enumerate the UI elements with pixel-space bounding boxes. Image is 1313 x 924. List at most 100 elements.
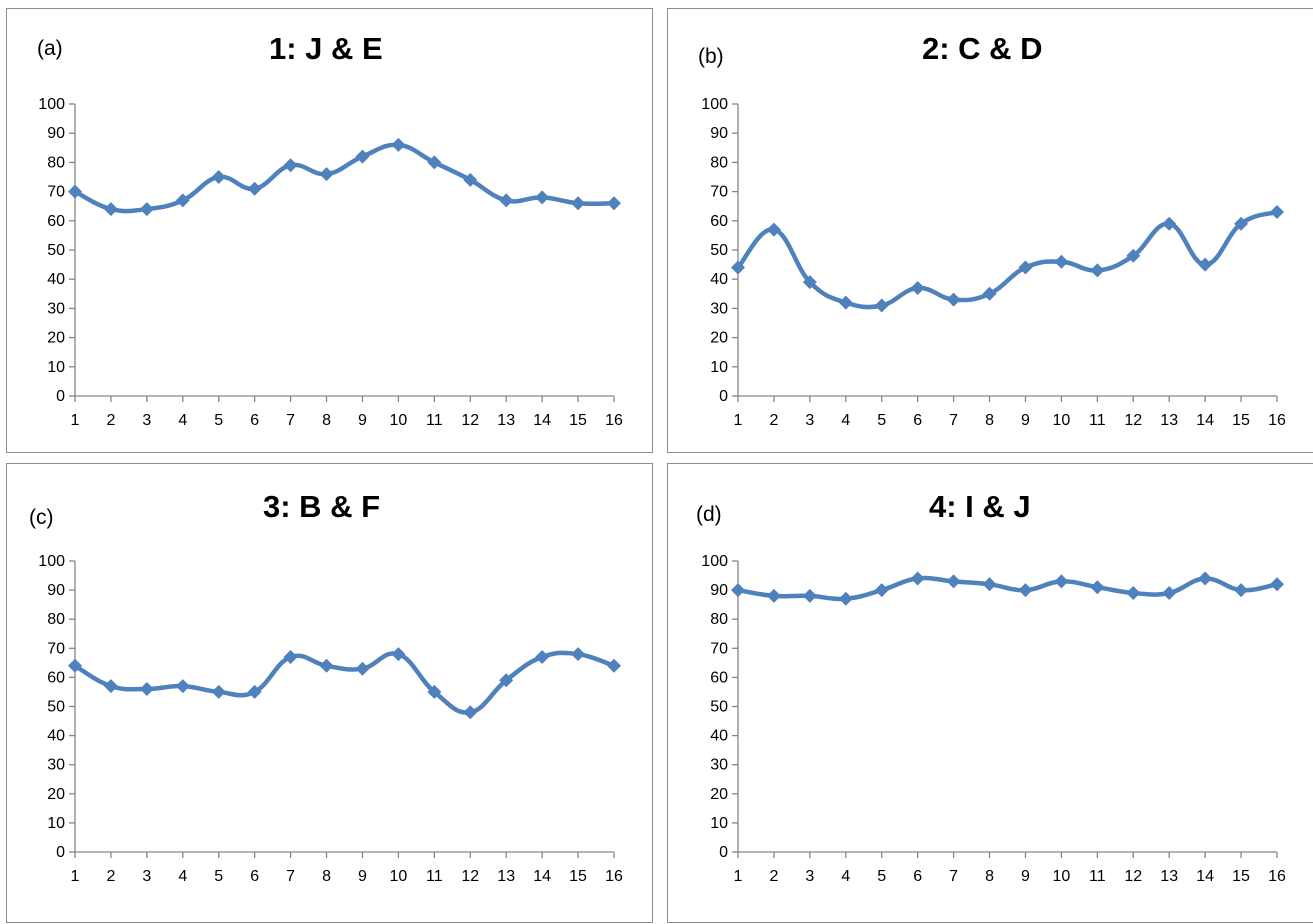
data-point (1126, 248, 1141, 263)
chart-title: 1: J & E (269, 31, 383, 66)
chart-panel-d: 0 10 20 30 40 50 60 70 80 90 100 1 2 3 4 5 6 7 8 9 10 11 12 13 1… (667, 463, 1313, 923)
data-point (319, 167, 334, 182)
y-tick-label: 90 (710, 582, 728, 599)
x-tick-label: 14 (533, 868, 551, 885)
x-tick-label: 13 (497, 868, 515, 885)
data-point (1018, 583, 1033, 598)
y-tick-label: 40 (710, 728, 728, 745)
data-point (355, 149, 370, 164)
x-tick-label: 14 (1196, 868, 1214, 885)
series-line (72, 650, 617, 715)
y-tick-label: 80 (47, 154, 65, 171)
data-point (731, 583, 745, 598)
x-tick-label: 12 (1124, 412, 1142, 429)
panel-tag: (c) (29, 506, 54, 529)
series-line (735, 575, 1280, 602)
y-tick-label: 90 (47, 582, 65, 599)
data-point (319, 658, 334, 673)
data-point (139, 682, 154, 696)
x-tick-label: 7 (286, 868, 295, 885)
data-point (283, 650, 298, 664)
x-tick-label: 15 (569, 868, 587, 885)
x-tick-label: 10 (390, 412, 408, 429)
x-tick-label: 14 (533, 412, 551, 429)
data-point (1270, 577, 1284, 592)
x-tick-label: 12 (461, 412, 479, 429)
data-point (175, 193, 190, 208)
data-point (731, 260, 745, 275)
x-tick-label: 10 (390, 868, 408, 885)
data-point (139, 202, 154, 217)
data-point (68, 658, 82, 673)
x-tick-label: 1 (71, 412, 80, 429)
data-point (247, 684, 262, 699)
x-tick-label: 3 (142, 868, 151, 885)
x-tick-label: 2 (769, 868, 778, 885)
data-point (946, 292, 961, 307)
data-point (427, 155, 442, 170)
y-tick-label: 20 (47, 330, 65, 347)
data-point (571, 196, 586, 211)
y-tick-label: 30 (47, 757, 65, 774)
data-point (1018, 260, 1033, 275)
y-tick-label: 70 (47, 184, 65, 201)
y-tick-label: 20 (710, 330, 728, 347)
data-point (427, 684, 442, 699)
data-point (463, 705, 478, 720)
x-tick-label: 11 (426, 868, 443, 885)
x-tick-label: 1 (71, 868, 80, 885)
data-point (946, 574, 961, 589)
data-point (1054, 254, 1069, 269)
panel-tag: (b) (698, 45, 724, 68)
data-point (1090, 580, 1105, 595)
y-tick-label: 0 (56, 388, 65, 405)
y-tick-label: 80 (47, 611, 65, 628)
y-tick-label: 80 (710, 611, 728, 628)
y-tick-label: 50 (47, 699, 65, 716)
y-tick-label: 60 (710, 669, 728, 686)
y-tick-label: 50 (710, 699, 728, 716)
x-tick-label: 15 (1232, 868, 1250, 885)
data-point (499, 673, 514, 688)
data-point (838, 295, 853, 310)
data-point (247, 181, 262, 196)
x-tick-label: 7 (949, 412, 958, 429)
chart-title: 3: B & F (263, 489, 381, 524)
x-tick-label: 1 (734, 868, 743, 885)
series-line (735, 209, 1280, 310)
chart-title: 4: I & J (929, 489, 1031, 524)
x-tick-label: 8 (322, 412, 331, 429)
x-tick-label: 6 (250, 868, 259, 885)
data-point (802, 275, 817, 290)
x-tick-label: 8 (985, 868, 994, 885)
x-tick-label: 6 (250, 412, 259, 429)
y-tick-label: 90 (47, 125, 65, 142)
chart-panel-a: 0 10 20 30 40 50 60 70 80 90 100 1 2 3 4 5 6 7 8 9 10 11 12 13 1… (6, 8, 653, 453)
data-point (1162, 216, 1177, 231)
data-point (391, 647, 406, 662)
x-tick-label: 8 (985, 412, 994, 429)
y-tick-label: 30 (710, 757, 728, 774)
y-tick-label: 100 (38, 96, 65, 113)
y-tick-label: 0 (56, 844, 65, 861)
data-point (607, 196, 621, 211)
x-tick-label: 11 (426, 412, 443, 429)
y-tick-label: 100 (701, 96, 728, 113)
data-point (766, 588, 781, 603)
data-point (1234, 216, 1249, 231)
data-point (175, 679, 190, 694)
data-point (355, 661, 370, 676)
y-tick-label: 100 (38, 553, 65, 570)
data-point (103, 679, 118, 694)
x-tick-label: 4 (841, 868, 850, 885)
x-tick-label: 5 (214, 868, 223, 885)
data-point (1198, 257, 1213, 272)
x-tick-label: 16 (605, 868, 623, 885)
y-tick-label: 40 (710, 271, 728, 288)
y-tick-label: 80 (710, 154, 728, 171)
data-point (838, 591, 853, 606)
panel-tag: (d) (696, 503, 722, 526)
